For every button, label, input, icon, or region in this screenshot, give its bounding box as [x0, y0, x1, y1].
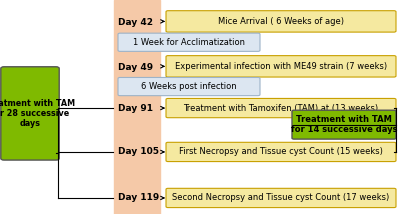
FancyBboxPatch shape [118, 77, 260, 96]
FancyBboxPatch shape [166, 188, 396, 208]
Text: Experimental infection with ME49 strain (7 weeks): Experimental infection with ME49 strain … [175, 62, 387, 71]
Text: Day 119: Day 119 [118, 193, 159, 202]
Text: First Necropsy and Tissue cyst Count (15 weeks): First Necropsy and Tissue cyst Count (15… [179, 147, 383, 156]
Text: Mice Arrival ( 6 Weeks of age): Mice Arrival ( 6 Weeks of age) [218, 17, 344, 26]
Text: Day 49: Day 49 [118, 63, 153, 72]
FancyBboxPatch shape [118, 33, 260, 51]
Text: Day 42: Day 42 [118, 18, 153, 27]
FancyBboxPatch shape [292, 110, 396, 139]
FancyBboxPatch shape [166, 142, 396, 162]
Text: Day 105: Day 105 [118, 147, 159, 156]
FancyBboxPatch shape [166, 11, 396, 32]
Text: Treatment with TAM
for 28 successive
days: Treatment with TAM for 28 successive day… [0, 98, 76, 128]
Text: Second Necropsy and Tissue cyst Count (17 weeks): Second Necropsy and Tissue cyst Count (1… [172, 193, 390, 202]
Text: 1 Week for Acclimatization: 1 Week for Acclimatization [133, 38, 245, 47]
FancyBboxPatch shape [1, 67, 59, 160]
Text: 6 Weeks post infection: 6 Weeks post infection [141, 82, 237, 91]
Text: Day 91: Day 91 [118, 104, 153, 113]
FancyBboxPatch shape [166, 56, 396, 77]
Bar [114, 0, 160, 214]
Text: Treatment with TAM
for 14 successive days: Treatment with TAM for 14 successive day… [291, 115, 397, 134]
FancyBboxPatch shape [166, 98, 396, 118]
Text: Treatment with Tamoxifen (TAM) at (13 weeks): Treatment with Tamoxifen (TAM) at (13 we… [184, 104, 378, 113]
